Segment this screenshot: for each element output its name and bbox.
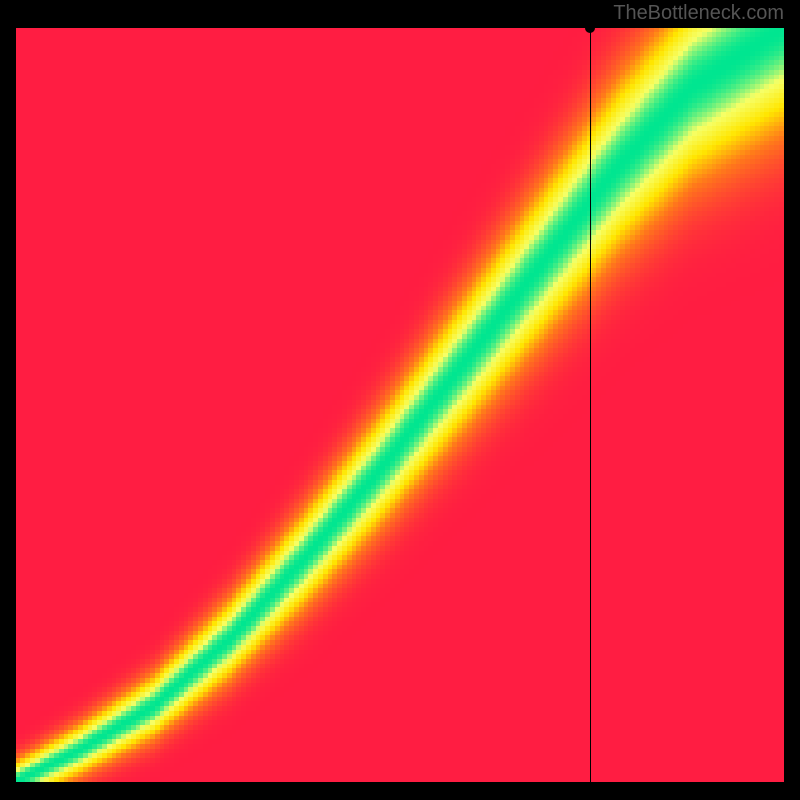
bottleneck-heatmap (16, 28, 784, 782)
selection-marker-dot (585, 23, 595, 33)
selection-vertical-line (590, 28, 591, 782)
chart-container: TheBottleneck.com (0, 0, 800, 800)
watermark-text: TheBottleneck.com (613, 2, 784, 25)
